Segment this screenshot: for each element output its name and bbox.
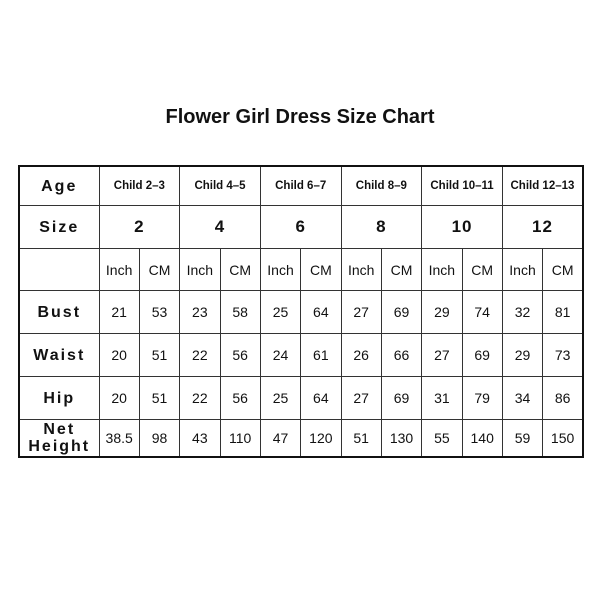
unit-cell: Inch: [259, 248, 302, 291]
value-cell: 24: [259, 333, 302, 377]
net-height-row: Net Height 38.5 98 43 110 47 120 51 130 55 140 59 150: [18, 419, 584, 458]
age-cell: Child 8–9: [340, 165, 423, 206]
value-cell: 74: [461, 290, 503, 334]
bust-row: Bust 21 53 23 58 25 64 27 69 29 74 32 81: [18, 290, 584, 334]
value-cell: 23: [179, 290, 221, 334]
size-chart-table: Age Child 2–3 Child 4–5 Child 6–7 Child 8–9 C…: [18, 165, 585, 458]
value-cell: 86: [542, 376, 584, 420]
value-cell: 79: [461, 376, 503, 420]
net-height-label: Net Height: [18, 419, 100, 458]
age-cell: Child 10–11: [421, 165, 503, 206]
age-label: Age: [18, 165, 100, 206]
bust-label: Bust: [18, 290, 100, 334]
value-cell: 34: [501, 376, 544, 420]
value-cell: 38.5: [98, 419, 140, 458]
value-cell: 150: [542, 419, 584, 458]
value-cell: 140: [461, 419, 503, 458]
age-cell: Child 6–7: [259, 165, 342, 206]
waist-label: Waist: [18, 333, 100, 377]
value-cell: 58: [219, 290, 261, 334]
value-cell: 64: [300, 376, 342, 420]
age-row: Age Child 2–3 Child 4–5 Child 6–7 Child 8–9 C…: [18, 165, 584, 206]
age-cell: Child 2–3: [98, 165, 181, 206]
value-cell: 53: [138, 290, 181, 334]
size-cell: 12: [501, 205, 584, 249]
unit-cell: CM: [138, 248, 181, 291]
value-cell: 55: [421, 419, 463, 458]
unit-cell: CM: [380, 248, 423, 291]
unit-cell: CM: [300, 248, 342, 291]
value-cell: 51: [138, 376, 181, 420]
unit-cell: CM: [461, 248, 503, 291]
value-cell: 120: [300, 419, 342, 458]
value-cell: 43: [179, 419, 221, 458]
size-label: Size: [18, 205, 100, 249]
value-cell: 59: [501, 419, 544, 458]
value-cell: 130: [380, 419, 423, 458]
value-cell: 22: [179, 376, 221, 420]
size-cell: 8: [340, 205, 423, 249]
hip-row: Hip 20 51 22 56 25 64 27 69 31 79 34 86: [18, 376, 584, 420]
value-cell: 29: [501, 333, 544, 377]
size-cell: 10: [421, 205, 503, 249]
unit-row: Inch CM Inch CM Inch CM Inch CM Inch CM Inch CM: [18, 248, 584, 291]
unit-cell: Inch: [501, 248, 544, 291]
value-cell: 27: [340, 290, 382, 334]
age-cell: Child 4–5: [179, 165, 261, 206]
value-cell: 69: [461, 333, 503, 377]
value-cell: 56: [219, 333, 261, 377]
value-cell: 20: [98, 333, 140, 377]
value-cell: 31: [421, 376, 463, 420]
value-cell: 25: [259, 290, 302, 334]
value-cell: 22: [179, 333, 221, 377]
value-cell: 64: [300, 290, 342, 334]
value-cell: 98: [138, 419, 181, 458]
value-cell: 26: [340, 333, 382, 377]
chart-title: Flower Girl Dress Size Chart: [165, 106, 435, 128]
label-line: Height: [28, 438, 91, 455]
value-cell: 69: [380, 376, 423, 420]
empty-cell: [18, 248, 100, 291]
unit-cell: Inch: [421, 248, 463, 291]
value-cell: 56: [219, 376, 261, 420]
unit-cell: Inch: [179, 248, 221, 291]
unit-cell: CM: [542, 248, 584, 291]
value-cell: 25: [259, 376, 302, 420]
unit-cell: Inch: [98, 248, 140, 291]
value-cell: 66: [380, 333, 423, 377]
unit-cell: CM: [219, 248, 261, 291]
value-cell: 27: [421, 333, 463, 377]
size-row: Size 2 4 6 8 10 12: [18, 205, 584, 249]
value-cell: 27: [340, 376, 382, 420]
value-cell: 73: [542, 333, 584, 377]
value-cell: 32: [501, 290, 544, 334]
value-cell: 20: [98, 376, 140, 420]
unit-cell: Inch: [340, 248, 382, 291]
value-cell: 51: [138, 333, 181, 377]
value-cell: 69: [380, 290, 423, 334]
value-cell: 21: [98, 290, 140, 334]
hip-label: Hip: [18, 376, 100, 420]
value-cell: 51: [340, 419, 382, 458]
size-cell: 2: [98, 205, 181, 249]
value-cell: 81: [542, 290, 584, 334]
size-cell: 6: [259, 205, 342, 249]
value-cell: 61: [300, 333, 342, 377]
waist-row: Waist 20 51 22 56 24 61 26 66 27 69 29 73: [18, 333, 584, 377]
value-cell: 47: [259, 419, 302, 458]
value-cell: 110: [219, 419, 261, 458]
value-cell: 29: [421, 290, 463, 334]
age-cell: Child 12–13: [501, 165, 584, 206]
label-line: Net: [43, 421, 76, 438]
size-cell: 4: [179, 205, 261, 249]
